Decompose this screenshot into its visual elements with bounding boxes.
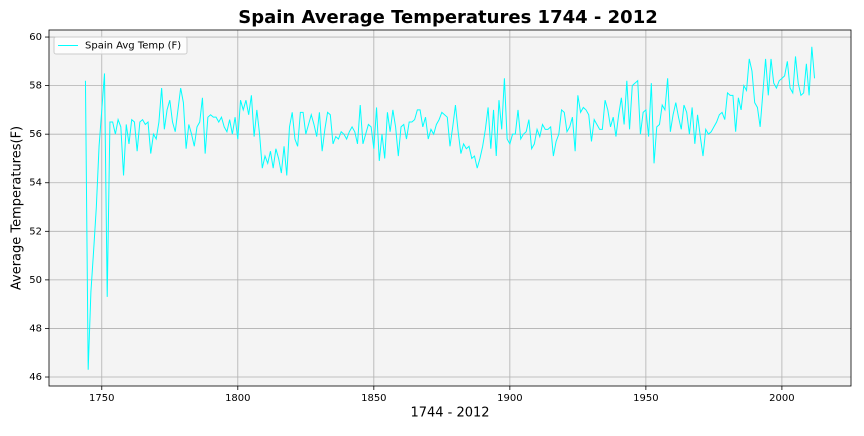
x-tick-label: 1800 [225,393,250,404]
y-tick-label: 56 [29,129,42,140]
y-tick-label: 58 [29,81,42,92]
axes-frame [48,29,852,387]
x-tick-label: 1850 [361,393,386,404]
data-line [84,46,816,370]
x-tick-label: 2000 [769,393,794,404]
y-tick-label: 52 [29,226,42,237]
y-tick-label: 46 [29,372,42,383]
chart-title: Spain Average Temperatures 1744 - 2012 [238,7,658,28]
y-tick-label: 50 [29,275,42,286]
y-tick-label: 48 [29,323,42,334]
x-tick-label: 1750 [89,393,114,404]
x-tick-label: 1900 [497,393,522,404]
legend-label: Spain Avg Temp (F) [85,41,181,52]
x-tick-label: 1950 [633,393,658,404]
x-axis-label: 1744 - 2012 [410,406,489,421]
y-tick-label: 60 [29,32,42,43]
legend-box [53,36,188,55]
y-axis-label: Average Temperatures(F) [10,126,25,290]
y-tick-label: 54 [29,178,42,189]
plot-area [49,30,851,386]
